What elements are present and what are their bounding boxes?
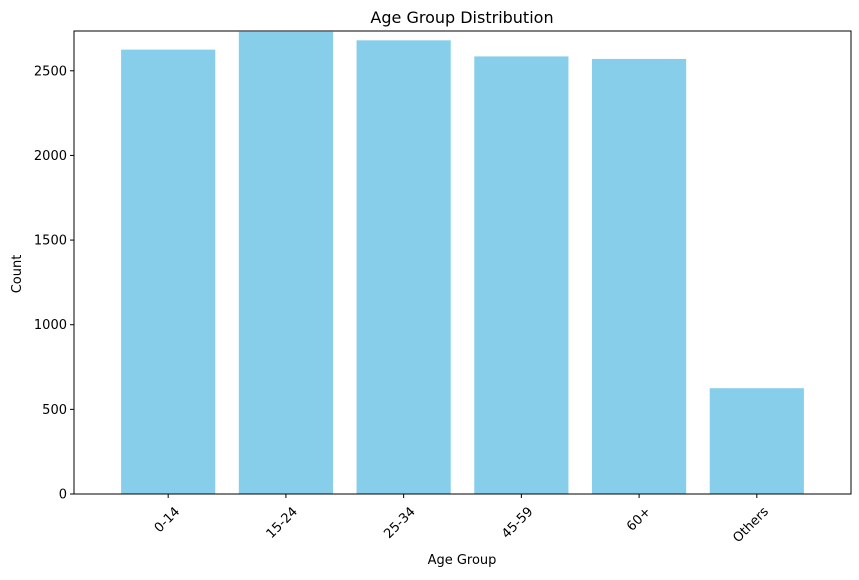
x-axis-label: Age Group <box>428 553 497 568</box>
bars-layer <box>121 31 804 494</box>
y-tick-label: 2000 <box>34 149 67 164</box>
y-axis-label: Count <box>10 255 25 294</box>
y-tick-label: 500 <box>42 403 67 418</box>
bar-60+ <box>592 58 687 494</box>
y-tick-label: 2500 <box>34 64 67 79</box>
bar-15-24 <box>238 31 333 494</box>
y-tick-label: 0 <box>59 488 67 503</box>
y-ticks: 0 500 1000 1500 2000 2500 <box>34 64 74 503</box>
y-tick-label: 1000 <box>34 318 67 333</box>
bar-45-59 <box>474 56 569 494</box>
bar-0-14 <box>121 49 216 494</box>
y-tick-label: 1500 <box>34 234 67 249</box>
bar-Others <box>709 388 804 494</box>
bar-25-34 <box>356 40 451 494</box>
chart-title: Age Group Distribution <box>370 8 553 27</box>
plot-frame <box>73 30 852 495</box>
